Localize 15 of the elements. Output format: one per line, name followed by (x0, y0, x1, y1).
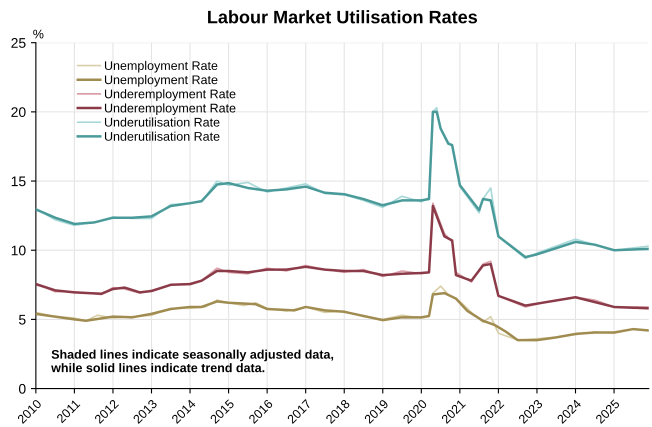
y-tick-label: 15 (12, 176, 26, 186)
y-axis-title: % (33, 30, 44, 38)
legend-label: Underutilisation Rate (104, 132, 220, 141)
chart-title: Labour Market Utilisation Rates (208, 10, 478, 24)
y-tick-label: 5 (18, 314, 26, 325)
y-tick-label: 0 (18, 384, 26, 394)
annotation: Shaded lines indicate seasonally adjusted data, while solid lines indicate trend data. (51, 350, 334, 372)
y-tick-label: 25 (11, 38, 26, 48)
y-tick-label: 10 (12, 246, 26, 256)
legend-label: Unemployment Rate (104, 60, 218, 73)
legend-label: Underutilisation Rate (104, 117, 220, 127)
legend-label: Underemployment Rate (104, 103, 236, 115)
legend-label: Unemployment Rate (104, 75, 218, 87)
y-tick-label: 20 (11, 107, 26, 118)
legend-label: Underemployment Rate (104, 89, 236, 101)
